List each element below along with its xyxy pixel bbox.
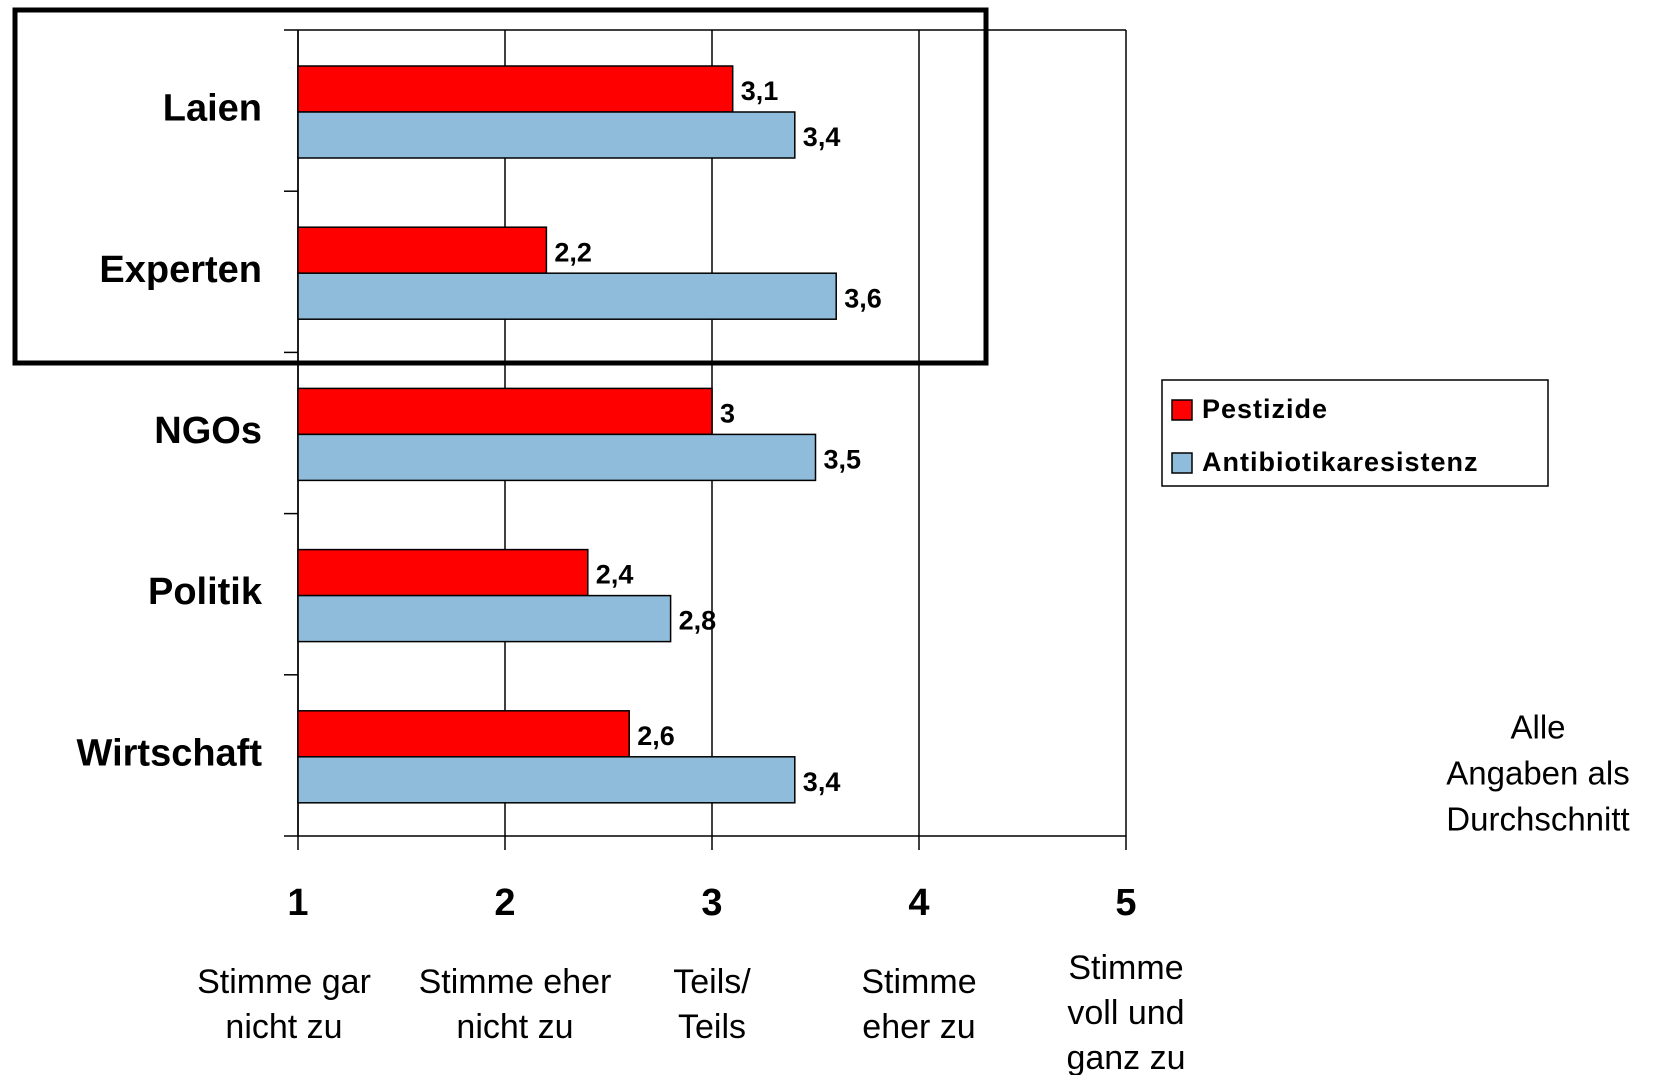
y-tick-label: Politik — [148, 571, 263, 613]
x-tick-description: ganz zu — [1066, 1039, 1185, 1075]
bar — [297, 226, 548, 274]
x-tick-description: eher zu — [862, 1008, 975, 1046]
x-tick-label: 3 — [701, 882, 722, 924]
value-label: 3,4 — [803, 767, 841, 797]
x-tick-description: Teils/ — [673, 963, 751, 1001]
bar — [297, 387, 713, 436]
x-tick-label: 1 — [287, 882, 308, 924]
x-tick-label: 4 — [908, 882, 929, 924]
value-label: 2,6 — [637, 721, 675, 751]
bar — [297, 272, 837, 320]
value-label: 3,4 — [803, 122, 841, 152]
bar — [297, 548, 589, 597]
x-tick-description: voll und — [1067, 994, 1184, 1032]
x-tick-description: Stimme — [1068, 949, 1183, 987]
legend-swatch — [1171, 452, 1193, 474]
value-label: 3 — [720, 399, 735, 429]
x-tick-description: nicht zu — [225, 1008, 342, 1046]
highlight-box — [12, 7, 989, 366]
legend-label: Antibiotikaresistenz — [1202, 447, 1479, 477]
x-tick-description: Stimme gar — [197, 963, 371, 1001]
bar — [297, 111, 796, 159]
bar — [297, 710, 630, 758]
bar — [297, 65, 734, 113]
value-label: 3,5 — [824, 445, 862, 475]
x-tick-label: 2 — [494, 882, 515, 924]
x-tick-label: 5 — [1115, 882, 1136, 924]
annotation: Angaben als — [1446, 755, 1629, 792]
value-label: 2,2 — [554, 237, 592, 267]
bar — [297, 433, 817, 482]
x-tick-description: Stimme eher — [419, 963, 612, 1001]
annotation: Alle — [1510, 709, 1565, 746]
legend-label: Pestizide — [1202, 394, 1328, 424]
value-label: 2,8 — [679, 606, 717, 636]
value-label: 3,1 — [741, 76, 779, 106]
x-tick-description: nicht zu — [456, 1008, 573, 1046]
bar — [297, 756, 796, 804]
y-tick-label: Wirtschaft — [77, 732, 263, 774]
annotation: Durchschnitt — [1446, 801, 1629, 838]
legend-swatch — [1171, 399, 1193, 421]
y-tick-label: Laien — [163, 88, 262, 130]
legend: Pestizide Antibiotikaresistenz — [1161, 379, 1549, 487]
y-tick-label: NGOs — [154, 410, 262, 452]
bar — [297, 594, 672, 643]
x-tick-description: Teils — [678, 1008, 746, 1046]
value-label: 3,6 — [844, 283, 882, 313]
legend-box — [1161, 379, 1549, 487]
x-tick-description: Stimme — [861, 963, 976, 1001]
y-tick-label: Experten — [99, 249, 262, 291]
value-label: 2,4 — [596, 560, 634, 590]
